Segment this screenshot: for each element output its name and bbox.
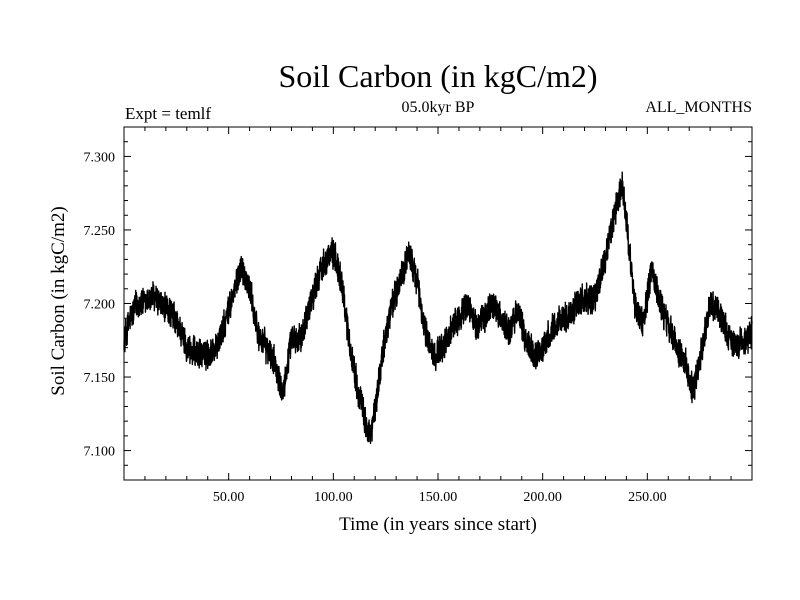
months-label: ALL_MONTHS xyxy=(645,99,752,116)
experiment-label: Expt = temlf xyxy=(125,104,211,123)
y-tick-label: 7.200 xyxy=(84,298,116,313)
x-tick-label: 200.00 xyxy=(523,490,562,505)
plot-frame xyxy=(123,126,753,481)
y-axis-ticks: 7.100 7.150 7.200 7.250 7.300 xyxy=(84,141,752,466)
x-tick-label: 150.00 xyxy=(419,490,458,505)
x-tick-label: 250.00 xyxy=(628,490,667,505)
series-group xyxy=(123,171,753,445)
x-axis-label: Time (in years since start) xyxy=(339,514,537,535)
y-tick-label: 7.150 xyxy=(84,371,116,386)
period-label: 05.0kyr BP xyxy=(402,99,475,116)
y-tick-label: 7.300 xyxy=(84,150,116,165)
y-tick-label: 7.250 xyxy=(84,224,116,239)
y-axis-label: Soil Carbon (in kgC/m2) xyxy=(48,206,69,395)
y-tick-label: 7.100 xyxy=(84,445,116,460)
x-tick-label: 50.00 xyxy=(213,490,245,505)
chart-title: Soil Carbon (in kgC/m2) xyxy=(278,58,597,94)
series-line-soil-carbon xyxy=(123,171,753,445)
x-tick-label: 100.00 xyxy=(314,490,353,505)
x-axis-ticks: 50.00 100.00 150.00 200.00 250.00 xyxy=(144,127,732,505)
